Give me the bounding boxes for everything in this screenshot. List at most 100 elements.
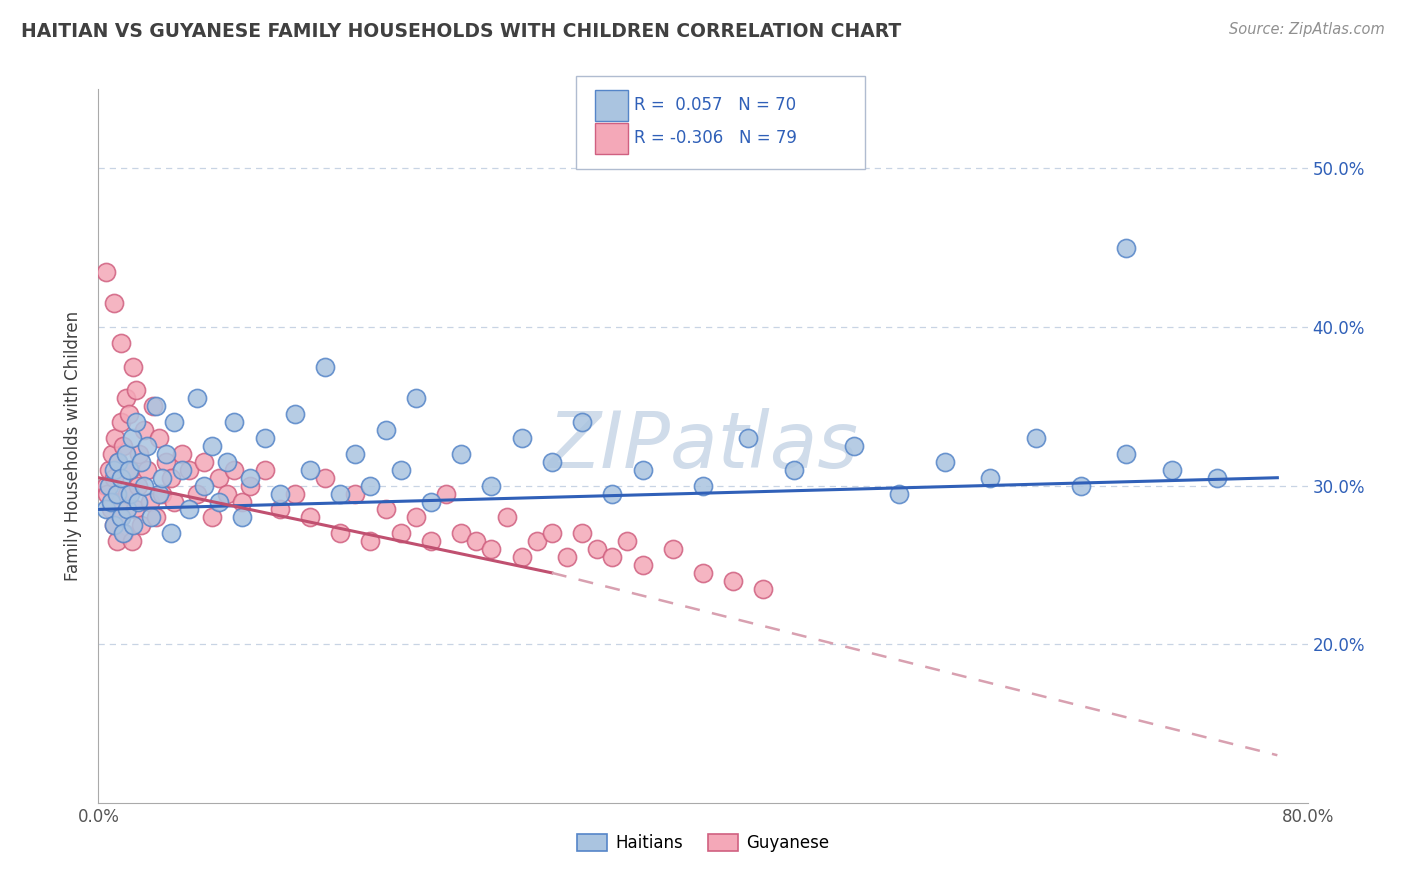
Point	[163, 415, 186, 429]
Point	[374, 423, 396, 437]
Point	[224, 415, 246, 429]
Point	[208, 471, 231, 485]
Point	[450, 526, 472, 541]
Point	[150, 486, 173, 500]
Point	[155, 447, 177, 461]
Point	[201, 439, 224, 453]
Point	[602, 549, 624, 564]
Point	[145, 510, 167, 524]
Point	[284, 486, 307, 500]
Point	[481, 542, 503, 557]
Point	[160, 471, 183, 485]
Point	[692, 478, 714, 492]
Point	[602, 486, 624, 500]
Point	[103, 296, 125, 310]
Point	[215, 486, 238, 500]
Point	[145, 400, 167, 414]
Point	[434, 486, 457, 500]
Point	[186, 486, 208, 500]
Point	[374, 502, 396, 516]
Point	[329, 526, 352, 541]
Point	[98, 463, 121, 477]
Point	[420, 534, 443, 549]
Point	[107, 455, 129, 469]
Point	[112, 526, 135, 541]
Point	[124, 502, 146, 516]
Point	[284, 407, 307, 421]
Point	[239, 478, 262, 492]
Point	[114, 392, 136, 406]
Point	[148, 486, 170, 500]
Point	[94, 478, 117, 492]
Point	[110, 335, 132, 350]
Point	[104, 431, 127, 445]
Legend: Haitians, Guyanese: Haitians, Guyanese	[569, 827, 837, 859]
Point	[127, 478, 149, 492]
Point	[239, 471, 262, 485]
Point	[231, 510, 253, 524]
Point	[344, 486, 367, 500]
Point	[114, 447, 136, 461]
Point	[94, 264, 117, 278]
Point	[224, 463, 246, 477]
Point	[170, 463, 193, 477]
Point	[103, 518, 125, 533]
Point	[1070, 478, 1092, 492]
Point	[571, 526, 593, 541]
Point	[510, 549, 533, 564]
Point	[1115, 447, 1137, 461]
Point	[231, 494, 253, 508]
Point	[100, 502, 122, 516]
Point	[118, 407, 141, 421]
Point	[129, 455, 152, 469]
Point	[934, 455, 956, 469]
Point	[160, 526, 183, 541]
Point	[540, 455, 562, 469]
Point	[103, 471, 125, 485]
Point	[510, 431, 533, 445]
Point	[344, 447, 367, 461]
Point	[110, 415, 132, 429]
Point	[122, 518, 145, 533]
Point	[723, 574, 745, 588]
Point	[208, 494, 231, 508]
Point	[586, 542, 609, 557]
Point	[631, 558, 654, 572]
Point	[150, 471, 173, 485]
Point	[783, 463, 806, 477]
Point	[125, 415, 148, 429]
Point	[186, 392, 208, 406]
Point	[132, 423, 155, 437]
Point	[540, 526, 562, 541]
Point	[125, 384, 148, 398]
Point	[389, 463, 412, 477]
Point	[105, 534, 128, 549]
Point	[979, 471, 1001, 485]
Point	[101, 447, 124, 461]
Point	[148, 431, 170, 445]
Point	[179, 502, 201, 516]
Y-axis label: Family Households with Children: Family Households with Children	[65, 311, 83, 581]
Point	[661, 542, 683, 557]
Point	[193, 478, 215, 492]
Point	[299, 510, 322, 524]
Point	[495, 510, 517, 524]
Point	[107, 455, 129, 469]
Point	[631, 463, 654, 477]
Point	[526, 534, 548, 549]
Point	[1206, 471, 1229, 485]
Point	[170, 447, 193, 461]
Point	[122, 359, 145, 374]
Point	[314, 471, 336, 485]
Point	[360, 478, 382, 492]
Point	[1115, 241, 1137, 255]
Point	[103, 518, 125, 533]
Point	[115, 486, 138, 500]
Point	[115, 502, 138, 516]
Point	[269, 502, 291, 516]
Point	[889, 486, 911, 500]
Point	[111, 439, 134, 453]
Point	[128, 447, 150, 461]
Point	[193, 455, 215, 469]
Point	[201, 510, 224, 524]
